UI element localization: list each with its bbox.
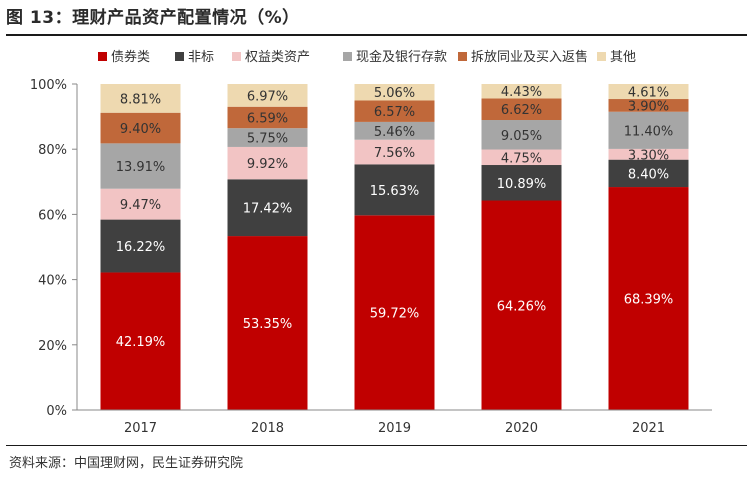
bar-segment-2019-s4 xyxy=(354,121,435,140)
bar-segment-2021-s5 xyxy=(608,99,689,112)
y-tick-label-60: 60% xyxy=(38,208,67,223)
data-label-2019-s2: 15.63% xyxy=(370,184,420,199)
legend-swatch-3 xyxy=(232,52,241,61)
bar-segment-2018-s6 xyxy=(227,84,308,107)
data-label-2018-s6: 6.97% xyxy=(247,89,288,104)
legend-swatch-5 xyxy=(458,52,467,61)
bar-segment-2020-s4 xyxy=(481,120,562,150)
stacked-bar-chart: 债券类 非标 权益类资产 现金及银行存款 拆放同业及买入返售 其他 0% 20% 40% 60%… xyxy=(30,49,712,436)
x-tick-label-2021: 2021 xyxy=(632,421,665,436)
bar-segment-2017-s6 xyxy=(100,84,181,113)
bar-segment-2019-s2 xyxy=(354,164,435,216)
data-label-2020-s2: 10.89% xyxy=(497,177,547,192)
data-label-2019-s6: 5.06% xyxy=(374,86,415,101)
data-label-2018-s2: 17.42% xyxy=(243,202,293,217)
bar-segment-2017-s5 xyxy=(100,112,181,144)
bar-segment-2018-s5 xyxy=(227,106,308,129)
data-label-2019-s1: 59.72% xyxy=(370,307,420,322)
legend-swatch-6 xyxy=(597,52,606,61)
y-tick-label-80: 80% xyxy=(38,143,67,158)
legend-label-2: 非标 xyxy=(188,50,214,65)
x-axis: 2017 2018 2019 2020 2021 xyxy=(77,409,712,436)
y-tick-label-0: 0% xyxy=(46,404,67,419)
bar-segment-2017-s2 xyxy=(100,219,181,273)
legend-label-4: 现金及银行存款 xyxy=(356,49,447,65)
legend-swatch-1 xyxy=(98,52,107,61)
legend-label-3: 权益类资产 xyxy=(245,49,310,65)
data-label-2021-s5: 3.90% xyxy=(628,99,669,114)
bar-segment-2020-s1 xyxy=(481,200,562,410)
bottom-rule xyxy=(6,445,747,446)
data-label-2017-s5: 9.40% xyxy=(120,122,161,137)
data-label-2017-s2: 16.22% xyxy=(116,240,166,255)
data-label-2017-s1: 42.19% xyxy=(116,335,166,350)
chart-legend: 债券类 非标 权益类资产 现金及银行存款 拆放同业及买入返售 其他 xyxy=(98,49,636,65)
bar-segment-2018-s1 xyxy=(227,236,308,410)
data-label-2021-s1: 68.39% xyxy=(624,293,674,308)
bar-segment-2018-s4 xyxy=(227,128,308,147)
bar-segment-2019-s1 xyxy=(354,215,435,410)
x-tick-label-2020: 2020 xyxy=(505,421,538,436)
y-axis: 0% 20% 40% 60% 80% 100% xyxy=(30,78,78,419)
data-label-2021-s2: 8.40% xyxy=(628,167,669,182)
y-tick-label-20: 20% xyxy=(38,339,67,354)
bar-segment-2021-s3 xyxy=(608,148,689,160)
data-label-2019-s4: 5.46% xyxy=(374,125,415,140)
data-label-2018-s3: 9.92% xyxy=(247,157,288,172)
legend-swatch-2 xyxy=(175,52,184,61)
bar-segment-2021-s2 xyxy=(608,159,689,188)
bar-segment-2019-s3 xyxy=(354,139,435,165)
data-label-2017-s4: 13.91% xyxy=(116,160,166,175)
bar-segment-2019-s6 xyxy=(354,84,435,101)
data-label-2018-s5: 6.59% xyxy=(247,111,288,126)
data-label-2020-s6: 4.43% xyxy=(501,85,542,100)
data-label-2018-s4: 5.75% xyxy=(247,132,288,147)
data-label-2019-s5: 6.57% xyxy=(374,105,415,120)
x-tick-label-2018: 2018 xyxy=(251,421,284,436)
bar-segment-2021-s1 xyxy=(608,187,689,410)
data-label-2021-s6: 4.61% xyxy=(628,86,669,101)
data-label-2021-s4: 11.40% xyxy=(624,124,674,139)
data-label-2017-s3: 9.47% xyxy=(120,198,161,213)
x-tick-label-2017: 2017 xyxy=(124,421,157,436)
legend-label-1: 债券类 xyxy=(111,49,150,65)
data-label-2020-s5: 6.62% xyxy=(501,103,542,118)
bar-segment-2019-s5 xyxy=(354,100,435,122)
bar-stacks: 42.19% 16.22% 9.47% 13.91% 9.40% 8.81% 53.35% 1… xyxy=(100,84,689,410)
bar-segment-2018-s3 xyxy=(227,146,308,180)
y-tick-label-100: 100% xyxy=(30,78,67,93)
bar-segment-2021-s4 xyxy=(608,111,689,149)
bar-segment-2020-s5 xyxy=(481,98,562,121)
data-label-2019-s3: 7.56% xyxy=(374,146,415,161)
legend-label-5: 拆放同业及买入返售 xyxy=(471,49,588,65)
bar-segment-2020-s2 xyxy=(481,165,562,201)
source-note: 资料来源：中国理财网，民生证券研究院 xyxy=(9,456,244,471)
bar-segment-2020-s3 xyxy=(481,149,562,166)
bar-segment-2020-s6 xyxy=(481,84,562,99)
bar-segment-2021-s6 xyxy=(608,84,689,100)
data-label-2020-s3: 4.75% xyxy=(501,151,542,166)
bar-segment-2017-s3 xyxy=(100,188,181,220)
data-label-2017-s6: 8.81% xyxy=(120,92,161,107)
bar-segment-2017-s4 xyxy=(100,143,181,189)
bar-segment-2017-s1 xyxy=(100,272,181,410)
x-tick-label-2019: 2019 xyxy=(378,421,411,436)
bar-segment-2018-s2 xyxy=(227,179,308,237)
data-label-2021-s3: 3.30% xyxy=(628,148,669,163)
data-label-2018-s1: 53.35% xyxy=(243,317,293,332)
top-rule xyxy=(6,34,747,36)
data-label-2020-s4: 9.05% xyxy=(501,129,542,144)
data-label-2020-s1: 64.26% xyxy=(497,299,547,314)
y-tick-label-40: 40% xyxy=(38,274,67,289)
figure-title: 图 13：理财产品资产配置情况（%） xyxy=(6,8,300,28)
legend-swatch-4 xyxy=(343,52,352,61)
legend-label-6: 其他 xyxy=(610,50,636,65)
